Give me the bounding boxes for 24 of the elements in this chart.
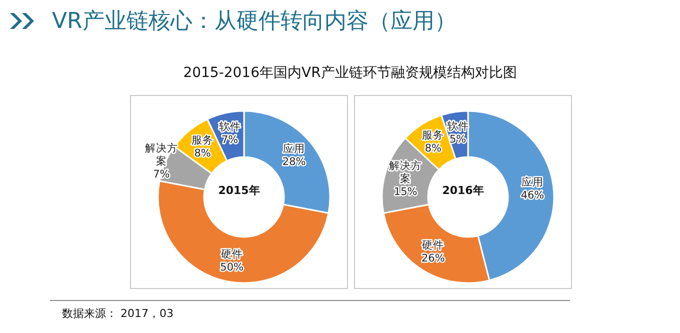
- data-label: 7%: [221, 134, 238, 146]
- slice-label: 服务: [192, 134, 214, 146]
- data-label: 5%: [449, 133, 466, 146]
- slice-label: 应用: [521, 175, 544, 188]
- data-label: 26%: [422, 252, 445, 264]
- text: 2015年: [217, 183, 261, 198]
- slice-label: 服务: [422, 129, 444, 142]
- slice-label: 软件: [218, 120, 241, 133]
- text: 2016年: [441, 183, 485, 198]
- slice-label: 解决方案: [389, 158, 422, 185]
- slice-label: 硬件: [422, 239, 444, 252]
- data-label: 15%: [394, 186, 418, 198]
- data-label: 28%: [282, 156, 306, 168]
- data-label: 8%: [194, 147, 211, 160]
- slice-label: 应用: [283, 142, 306, 155]
- chart-subtitle: 2015-2016年国内VR产业链环节融资规模结构对比图: [182, 64, 518, 82]
- source-note: 数据来源： 2017，03: [62, 306, 174, 321]
- slice-label: 硬件: [220, 248, 243, 260]
- slice-label: 解决方案: [144, 141, 178, 168]
- data-label: 8%: [424, 142, 442, 154]
- data-label: 46%: [520, 189, 544, 202]
- chart-title: VR产业链核心：从硬件转向内容（应用）: [52, 8, 456, 36]
- data-label: 50%: [220, 261, 244, 274]
- data-label: 7%: [153, 168, 170, 180]
